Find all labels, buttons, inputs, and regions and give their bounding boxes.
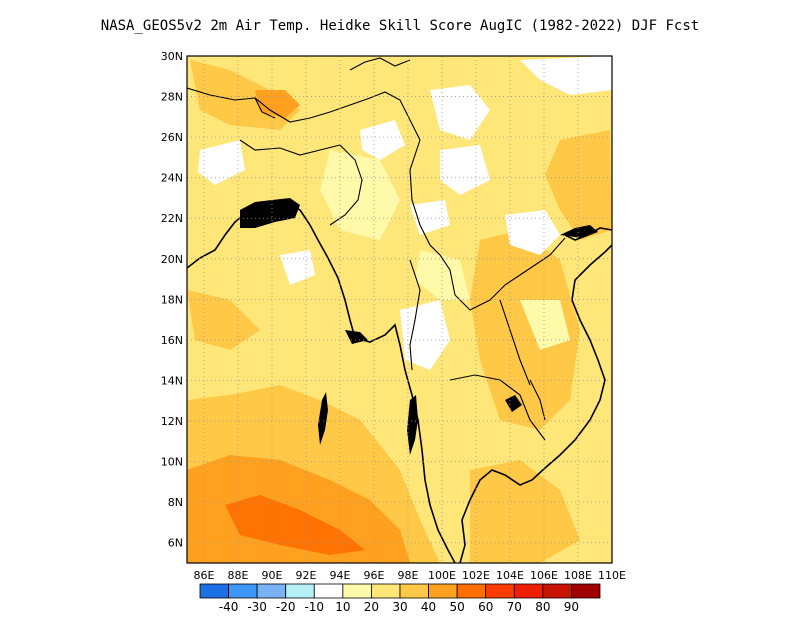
lat-tick-label: 10N bbox=[161, 456, 183, 469]
colorbar-swatch bbox=[542, 583, 572, 599]
lon-tick-label: 102E bbox=[462, 569, 490, 582]
colorbar bbox=[199, 583, 601, 599]
contour-white-5 bbox=[410, 200, 450, 235]
lat-tick-label: 18N bbox=[161, 293, 183, 306]
lat-tick-label: 8N bbox=[168, 496, 183, 509]
colorbar-swatch bbox=[228, 583, 258, 599]
lon-tick-label: 90E bbox=[262, 569, 283, 582]
colorbar-swatch bbox=[342, 583, 372, 599]
colorbar-label: 50 bbox=[450, 600, 465, 614]
colorbar-label: 90 bbox=[564, 600, 579, 614]
contour-white-6 bbox=[505, 210, 560, 255]
colorbar-label: -30 bbox=[247, 600, 267, 614]
field-contours bbox=[187, 56, 612, 563]
lat-tick-label: 16N bbox=[161, 334, 183, 347]
contour-40-gulf bbox=[470, 460, 580, 563]
colorbar-label: 20 bbox=[364, 600, 379, 614]
lat-tick-label: 14N bbox=[161, 374, 183, 387]
colorbar-swatch bbox=[428, 583, 458, 599]
colorbar-swatch bbox=[313, 583, 344, 599]
longitude-axis: 86E 88E 90E 92E 94E 96E 98E 100E 102E 104E 106E 108… bbox=[194, 569, 626, 582]
contour-light-2 bbox=[415, 250, 470, 300]
colorbar-swatch bbox=[485, 583, 515, 599]
lat-tick-label: 30N bbox=[161, 50, 183, 63]
colorbar-label: -10 bbox=[304, 600, 324, 614]
contour-white-1 bbox=[520, 56, 612, 95]
lon-tick-label: 98E bbox=[398, 569, 419, 582]
lon-tick-label: 106E bbox=[530, 569, 558, 582]
lon-tick-label: 96E bbox=[364, 569, 385, 582]
contour-white-4 bbox=[360, 120, 405, 160]
lon-tick-label: 86E bbox=[194, 569, 215, 582]
colorbar-label: -40 bbox=[219, 600, 239, 614]
lon-tick-label: 92E bbox=[296, 569, 317, 582]
colorbar-swatch bbox=[371, 583, 401, 599]
colorbar-swatch bbox=[456, 583, 487, 599]
lat-tick-label: 28N bbox=[161, 91, 183, 104]
chart-title: NASA_GEOS5v2 2m Air Temp. Heidke Skill S… bbox=[100, 18, 700, 34]
contour-50-north bbox=[255, 90, 300, 118]
contour-white-2 bbox=[430, 85, 490, 140]
gridlines bbox=[187, 56, 612, 563]
lon-tick-label: 104E bbox=[496, 569, 524, 582]
contour-50-south bbox=[187, 455, 410, 563]
colorbar-swatch bbox=[513, 583, 544, 599]
colorbar-label: 80 bbox=[535, 600, 550, 614]
colorbar-swatch bbox=[399, 583, 429, 599]
lon-tick-label: 94E bbox=[330, 569, 351, 582]
plot-frame bbox=[186, 55, 613, 564]
colorbar-swatch bbox=[285, 583, 315, 599]
lat-tick-label: 6N bbox=[168, 537, 183, 550]
colorbar-label: 30 bbox=[392, 600, 407, 614]
lon-tick-label: 108E bbox=[564, 569, 592, 582]
lat-tick-label: 20N bbox=[161, 253, 183, 266]
contour-light-3 bbox=[520, 300, 570, 350]
contour-40-west bbox=[187, 290, 260, 350]
colorbar-label: 60 bbox=[478, 600, 493, 614]
colorbar-swatch bbox=[571, 583, 601, 599]
lon-tick-label: 110E bbox=[598, 569, 626, 582]
contour-40-east bbox=[545, 130, 612, 240]
colorbar-swatch bbox=[199, 583, 229, 599]
islands bbox=[240, 198, 598, 455]
lat-tick-label: 22N bbox=[161, 212, 183, 225]
lat-tick-label: 12N bbox=[161, 415, 183, 428]
colorbar-label: 10 bbox=[335, 600, 350, 614]
contour-white-9 bbox=[440, 145, 490, 195]
lat-tick-label: 26N bbox=[161, 131, 183, 144]
contour-60-south bbox=[225, 495, 365, 555]
latitude-axis: 30N 28N 26N 24N 22N 20N 18N 16N 14N 12N 10N 8N 6N bbox=[161, 50, 183, 550]
lon-tick-label: 100E bbox=[428, 569, 456, 582]
colorbar-label: -20 bbox=[276, 600, 296, 614]
contour-white-7 bbox=[400, 300, 450, 370]
colorbar-labels: -40 -30 -20 -10 10 20 30 40 50 60 70 80 90 bbox=[219, 600, 579, 614]
lon-tick-label: 88E bbox=[228, 569, 249, 582]
colorbar-label: 70 bbox=[507, 600, 522, 614]
colorbar-swatch bbox=[256, 583, 287, 599]
contour-white-3 bbox=[198, 140, 245, 185]
lat-tick-label: 24N bbox=[161, 172, 183, 185]
borders bbox=[187, 57, 566, 441]
colorbar-label: 40 bbox=[421, 600, 436, 614]
